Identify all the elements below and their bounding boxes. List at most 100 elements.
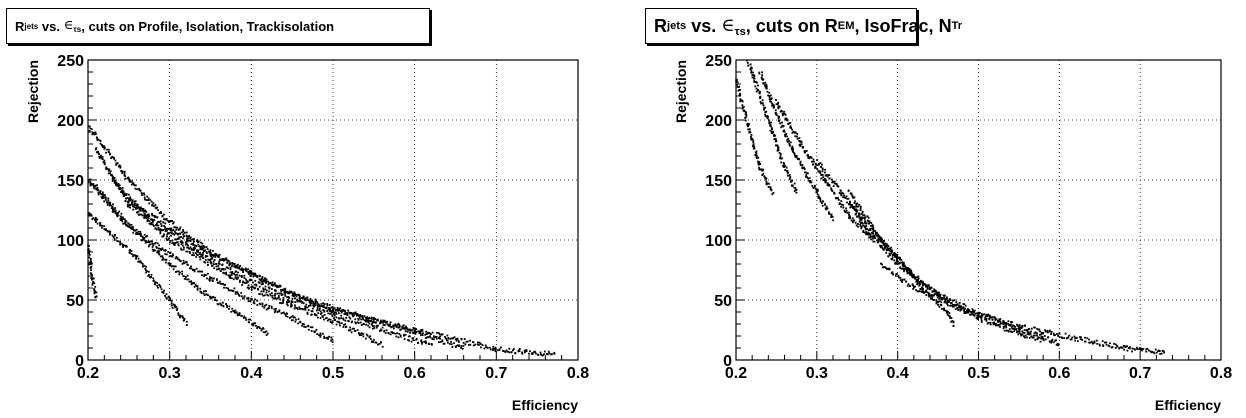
data-point (764, 85, 767, 88)
data-point (331, 320, 334, 323)
data-point (290, 315, 293, 318)
data-point (384, 324, 386, 326)
data-point (356, 321, 359, 324)
data-point (101, 192, 104, 195)
data-point (922, 291, 925, 293)
data-point (343, 313, 346, 315)
data-point (159, 286, 162, 288)
data-point (902, 263, 905, 266)
title-eps: ∈ (63, 18, 74, 34)
data-point (262, 331, 265, 334)
data-point (263, 279, 266, 282)
data-point (935, 299, 938, 301)
data-point (108, 204, 111, 207)
data-point (107, 197, 110, 200)
data-point (296, 307, 298, 309)
data-point (404, 330, 407, 333)
data-point (1039, 330, 1041, 333)
data-point (302, 302, 305, 305)
data-point (128, 224, 131, 227)
y-tick-label: 50 (66, 293, 84, 310)
data-point (251, 298, 253, 301)
data-point (286, 303, 288, 305)
data-point (832, 185, 835, 187)
data-point (158, 229, 160, 231)
data-point (300, 297, 303, 299)
data-point (330, 312, 333, 314)
data-point (178, 273, 181, 276)
data-point (309, 303, 312, 305)
data-point (167, 251, 170, 253)
data-point (99, 140, 102, 142)
data-point (109, 170, 112, 173)
data-point (1007, 330, 1010, 333)
data-point (353, 327, 355, 330)
data-point (853, 206, 856, 208)
data-point (1021, 325, 1024, 328)
data-point (839, 190, 842, 192)
data-point (761, 99, 764, 102)
data-point (948, 301, 950, 303)
data-point (298, 295, 301, 298)
data-point (175, 228, 178, 231)
data-point (262, 283, 264, 285)
data-point (417, 330, 420, 333)
data-point (947, 314, 950, 317)
data-point (518, 348, 521, 350)
data-point (169, 255, 172, 257)
data-point (947, 310, 949, 313)
data-point (200, 270, 202, 273)
data-point (423, 341, 426, 343)
title-r-sub: jets (667, 20, 687, 32)
data-point (236, 274, 238, 276)
data-point (289, 291, 292, 293)
data-point (909, 285, 911, 287)
data-point (181, 273, 184, 275)
data-point (167, 232, 169, 234)
data-point (1030, 330, 1032, 333)
data-point (129, 227, 132, 230)
data-point (1096, 342, 1099, 345)
data-series (94, 147, 384, 348)
data-point (439, 341, 442, 343)
data-point (185, 231, 188, 234)
data-point (137, 206, 139, 209)
data-point (1121, 347, 1124, 349)
data-point (1163, 351, 1165, 354)
data-point (945, 309, 948, 312)
data-point (916, 276, 918, 279)
data-point (142, 236, 144, 239)
data-point (888, 252, 891, 255)
data-point (320, 305, 323, 308)
data-point (770, 94, 772, 97)
data-point (892, 273, 895, 276)
data-point (177, 312, 180, 315)
data-point (932, 299, 935, 301)
data-point (174, 230, 176, 233)
data-point (250, 271, 253, 273)
data-point (1098, 343, 1101, 346)
data-point (785, 117, 788, 120)
data-point (389, 321, 392, 324)
data-point (384, 332, 387, 334)
data-point (247, 300, 250, 303)
data-point (186, 278, 189, 281)
data-point (986, 315, 988, 317)
data-point (103, 228, 106, 230)
data-point (215, 263, 218, 265)
data-point (1005, 329, 1008, 332)
data-point (235, 311, 238, 314)
data-point (744, 116, 747, 119)
data-point (342, 309, 345, 311)
data-point (293, 307, 296, 310)
data-point (184, 260, 187, 263)
data-point (1030, 327, 1033, 330)
data-point (973, 315, 976, 317)
data-point (298, 297, 301, 300)
data-point (1084, 340, 1087, 343)
data-point (314, 330, 317, 333)
data-point (126, 197, 129, 199)
data-point (238, 281, 241, 283)
y-tick-label: 250 (705, 53, 732, 70)
data-point (103, 145, 106, 148)
